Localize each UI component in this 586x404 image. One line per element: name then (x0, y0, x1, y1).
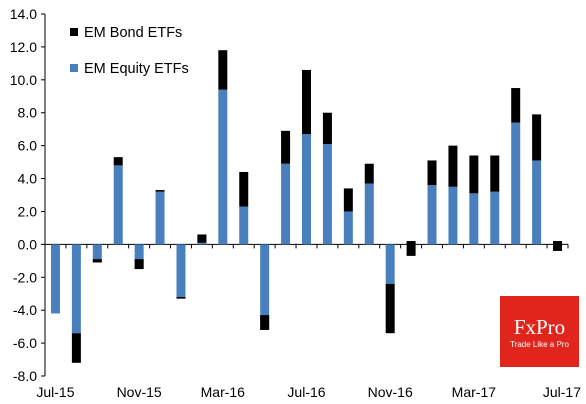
y-tick-label: 10.0 (10, 72, 37, 88)
bar-em-bond (260, 315, 270, 330)
bar-em-bond (448, 145, 458, 187)
bar-em-bond (155, 190, 165, 192)
bar-em-equity (134, 244, 144, 270)
x-tick-label: Mar-16 (201, 384, 246, 400)
y-tick-label: 2.0 (18, 203, 38, 219)
bar-em-bond (197, 234, 207, 243)
x-tick-label: Jul-16 (287, 384, 325, 400)
x-tick-label: Jul-17 (543, 384, 581, 400)
bar-em-bond (469, 155, 479, 194)
logo-tagline: Trade Like a Pro (510, 340, 569, 349)
bar-em-bond (553, 241, 563, 251)
y-tick-label: 8.0 (18, 105, 38, 121)
logo-name: FxPro (513, 315, 566, 339)
bar-em-equity (448, 186, 458, 245)
bar-em-equity (469, 193, 479, 245)
bar-em-bond (385, 283, 395, 334)
x-tick-label: Mar-17 (452, 384, 497, 400)
bars (50, 50, 563, 363)
bar-em-equity (176, 244, 186, 298)
legend-swatch (70, 28, 78, 36)
bar-em-bond (490, 155, 500, 192)
bar-em-bond (218, 50, 228, 90)
x-tick-label: Nov-16 (368, 384, 413, 400)
bar-em-equity (385, 244, 395, 284)
bar-em-equity (71, 244, 81, 334)
legend: EM Bond ETFs EM Equity ETFs (70, 25, 189, 77)
bar-em-bond (302, 69, 311, 135)
legend-label: EM Bond ETFs (84, 25, 182, 41)
bar-em-equity (92, 244, 102, 263)
bar-em-equity (155, 191, 165, 245)
bar-em-equity (260, 244, 270, 330)
y-tick-label: 4.0 (18, 171, 38, 187)
bar-em-equity (50, 244, 60, 314)
x-tick-label: Jul-15 (36, 384, 74, 400)
bar-em-equity (532, 160, 542, 245)
y-tick-label: -4.0 (13, 302, 37, 318)
bar-em-bond (239, 171, 249, 207)
y-tick-label: -2.0 (13, 269, 37, 285)
bar-em-equity (364, 183, 374, 245)
y-tick-label: 14.0 (10, 6, 37, 22)
y-tick-label: -8.0 (13, 368, 37, 384)
bar-em-equity (113, 165, 123, 245)
bar-em-equity (322, 143, 332, 245)
bar-em-bond (113, 157, 123, 166)
bar-em-equity (239, 206, 249, 245)
bar-em-equity (218, 89, 228, 245)
fxpro-logo: FxPro Trade Like a Pro (500, 296, 579, 367)
x-tick-label: Nov-15 (117, 384, 162, 400)
y-tick-label: 12.0 (10, 39, 37, 55)
bar-em-bond (406, 241, 416, 256)
legend-label: EM Equity ETFs (84, 61, 189, 77)
bar-em-bond (92, 259, 102, 263)
bar-em-bond (281, 130, 291, 164)
bar-em-bond (134, 259, 144, 270)
y-tick-label: 0.0 (18, 236, 38, 252)
bar-em-equity (490, 191, 500, 245)
bar-em-bond (322, 112, 332, 144)
y-tick-label: 6.0 (18, 138, 38, 154)
legend-swatch (70, 64, 78, 72)
bar-em-equity (343, 211, 353, 245)
x-axis-ticks: Jul-15 Nov-15 Mar-16 Jul-16 Nov-16 Mar-17 Jul-… (36, 244, 581, 400)
y-axis-ticks: -8.0 -6.0 -4.0 -2.0 0.0 2.0 4.0 6.0 8.0 10.0 12.0 1… (10, 6, 45, 384)
bar-em-equity (281, 163, 291, 245)
bar-em-bond (532, 114, 542, 161)
bar-em-equity (302, 134, 311, 245)
bar-em-bond (511, 88, 521, 123)
bar-em-bond (71, 333, 81, 363)
bar-em-bond (343, 188, 353, 212)
bar-em-equity (427, 185, 437, 245)
y-tick-label: -6.0 (13, 335, 37, 351)
bar-em-bond (364, 163, 374, 184)
bar-em-bond (427, 160, 437, 186)
bar-em-equity (511, 122, 521, 245)
bar-em-bond (176, 297, 186, 299)
